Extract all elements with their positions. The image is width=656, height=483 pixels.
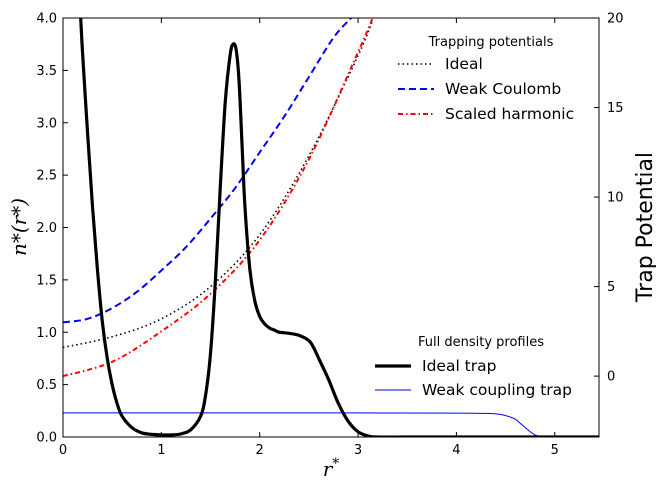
legend-title: Full density profiles (418, 335, 544, 350)
legend-label-weak-coupling-trap: Weak coupling trap (422, 381, 572, 399)
legend-label-ideal-trap: Ideal trap (422, 357, 496, 375)
x-axis-label: r* (323, 456, 340, 481)
y-tick-label-right: 0 (607, 370, 615, 385)
tick-labels: 0 1 2 3 4 5 0.0 0.5 1.0 1.5 2.0 2.5 3.0 3.5 4.0 0 5 10 15 2… (36, 12, 623, 459)
legend-label-scaled-harmonic: Scaled harmonic (445, 105, 574, 123)
x-tick-label: 2 (256, 443, 264, 458)
y-tick-label-left: 1.5 (36, 273, 57, 288)
y-tick-label-left: 4.0 (36, 12, 57, 27)
plot-series (63, 18, 599, 437)
y-tick-label-left: 1.0 (36, 326, 57, 341)
y-axis-label-right: Trap Potential (633, 152, 656, 303)
y-tick-label-left: 2.0 (36, 221, 57, 236)
series-line-ideal (63, 19, 374, 349)
y-tick-label-left: 3.0 (36, 116, 57, 131)
series-line-weak-coulomb (63, 18, 352, 324)
series-line-ideal-trap (79, 18, 599, 437)
x-tick-label: 0 (59, 443, 67, 458)
legend-label-ideal: Ideal (445, 55, 483, 73)
y-tick-label-right: 5 (607, 280, 615, 295)
legend-title: Trapping potentials (428, 35, 554, 50)
y-tick-label-left: 2.5 (36, 169, 57, 184)
y-tick-label-left: 0.0 (36, 431, 57, 446)
x-tick-label: 4 (452, 443, 460, 458)
legend-label-weak-coulomb: Weak Coulomb (445, 80, 561, 98)
y-tick-label-right: 15 (607, 101, 624, 116)
plot-frame (62, 17, 600, 438)
y-axis-label-left: n*(r*) (7, 198, 31, 256)
legend-trapping-potentials: Trapping potentials Ideal Weak Coulomb S… (398, 35, 574, 123)
legend-full-density-profiles: Full density profiles Ideal trap Weak co… (375, 335, 572, 399)
y-tick-label-right: 10 (607, 191, 624, 206)
y-tick-label-left: 0.5 (36, 378, 57, 393)
x-tick-label: 3 (354, 443, 362, 458)
y-tick-label-right: 20 (607, 12, 624, 27)
series-line-scaled-harmonic (63, 18, 374, 378)
x-tick-label: 5 (551, 443, 559, 458)
y-tick-label-left: 3.5 (36, 64, 57, 79)
x-tick-label: 1 (157, 443, 165, 458)
